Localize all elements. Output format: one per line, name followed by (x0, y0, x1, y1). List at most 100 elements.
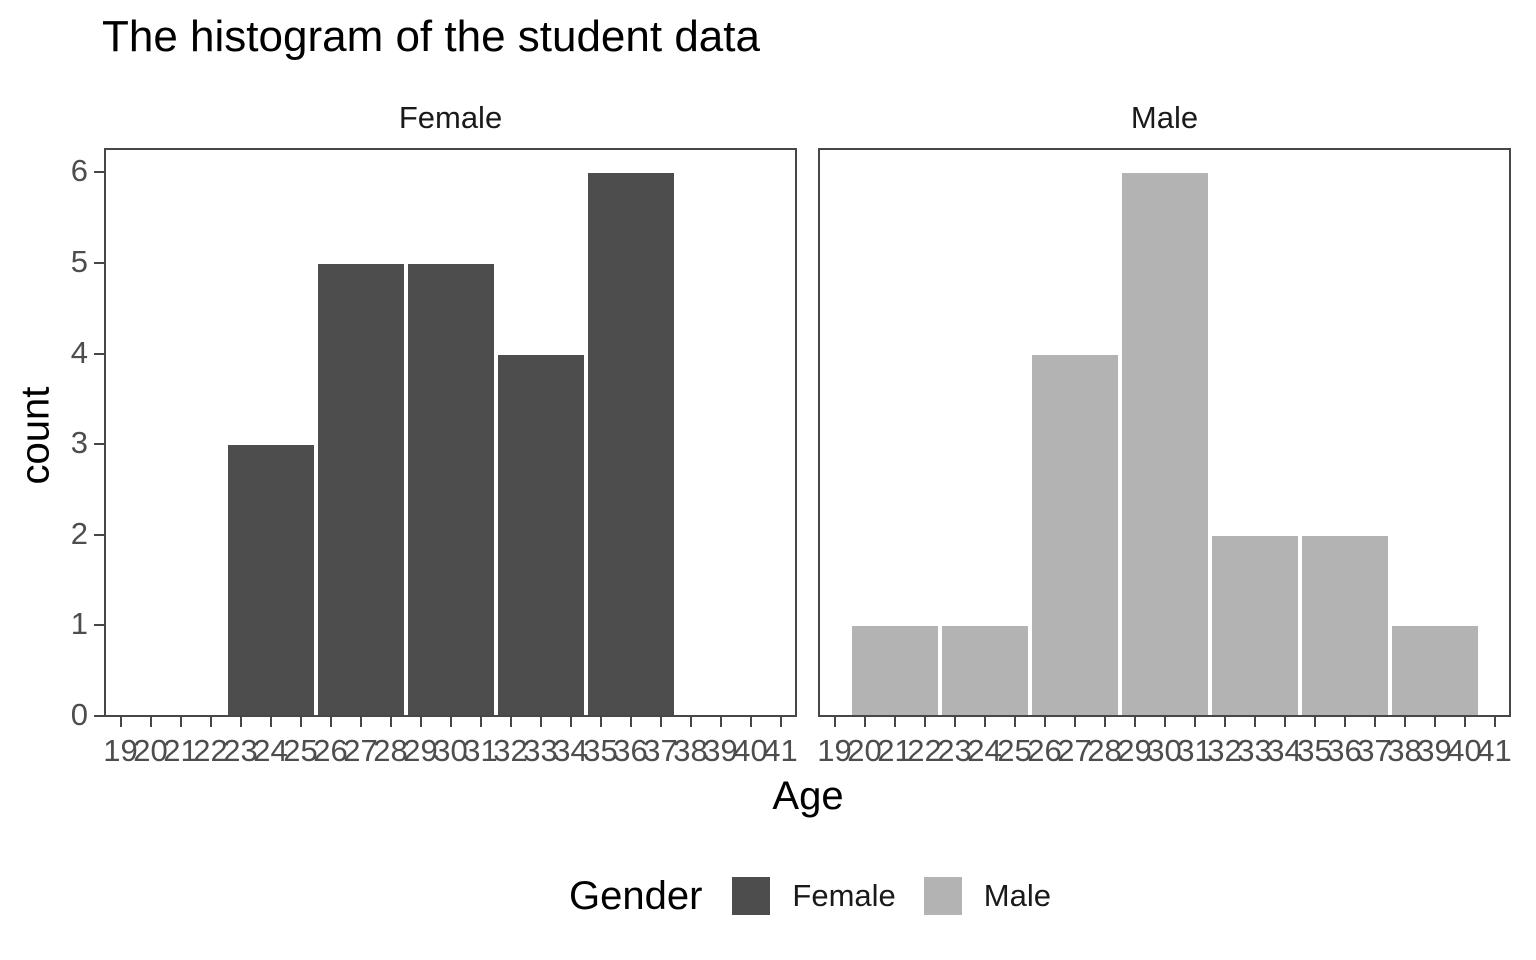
x-axis-tick (1103, 717, 1106, 727)
x-axis-tick (1313, 717, 1316, 727)
x-axis-tick (1013, 717, 1016, 727)
x-axis-tick (1193, 717, 1196, 727)
x-axis-tick (1493, 717, 1496, 727)
facet-strip-male: Male (1130, 100, 1199, 135)
x-tick-label: 37 (1357, 733, 1392, 768)
histogram-bar (849, 624, 940, 715)
y-tick-label: 4 (70, 334, 88, 370)
x-axis-title: Age (772, 774, 844, 818)
x-tick-label: 26 (313, 733, 348, 768)
x-tick-label: 34 (1267, 733, 1302, 768)
x-axis-tick (209, 717, 212, 727)
x-axis-tick (833, 717, 836, 727)
x-axis-tick (1223, 717, 1226, 727)
x-tick-label: 27 (343, 733, 378, 768)
y-tick-label: 2 (70, 515, 88, 551)
x-tick-label: 29 (403, 733, 438, 768)
x-tick-label: 22 (193, 733, 228, 768)
x-axis-tick (599, 717, 602, 727)
legend-label-female: Female (792, 878, 896, 913)
histogram-bar (1119, 171, 1210, 715)
y-tick-label: 1 (70, 606, 88, 642)
x-tick-label: 26 (1027, 733, 1062, 768)
x-tick-label: 32 (1207, 733, 1242, 768)
y-axis-tick (94, 171, 104, 174)
x-axis-tick (509, 717, 512, 727)
x-tick-label: 30 (433, 733, 468, 768)
x-axis-tick (953, 717, 956, 727)
x-axis-tick (749, 717, 752, 727)
histogram-bar (1299, 533, 1390, 715)
x-axis-tick (389, 717, 392, 727)
x-tick-label: 38 (1387, 733, 1422, 768)
x-axis-tick (449, 717, 452, 727)
x-tick-label: 40 (1447, 733, 1482, 768)
x-axis-tick (1343, 717, 1346, 727)
x-axis-tick (479, 717, 482, 727)
x-axis-tick (1283, 717, 1286, 727)
histogram-bar (315, 262, 406, 715)
x-axis-tick (1403, 717, 1406, 727)
x-axis-tick (779, 717, 782, 727)
x-tick-label: 39 (1417, 733, 1452, 768)
x-tick-label: 19 (817, 733, 852, 768)
x-axis-tick (299, 717, 302, 727)
x-tick-label: 24 (967, 733, 1002, 768)
x-tick-label: 19 (103, 733, 138, 768)
x-tick-label: 41 (763, 733, 798, 768)
x-tick-label: 37 (643, 733, 678, 768)
x-axis-tick (719, 717, 722, 727)
x-axis-tick (1073, 717, 1076, 727)
x-axis-tick (359, 717, 362, 727)
y-tick-label: 3 (70, 425, 88, 461)
x-axis-tick (659, 717, 662, 727)
x-tick-label: 40 (733, 733, 768, 768)
x-axis-tick (1163, 717, 1166, 727)
x-tick-label: 38 (673, 733, 708, 768)
x-tick-label: 21 (163, 733, 198, 768)
legend-swatch-female (732, 877, 771, 915)
y-axis-tick (94, 262, 104, 264)
x-tick-label: 28 (373, 733, 408, 768)
legend-swatch-male (923, 877, 962, 915)
histogram-bar (1029, 352, 1120, 715)
x-axis-tick (569, 717, 572, 727)
x-axis-tick (1043, 717, 1046, 727)
x-axis-tick (1433, 717, 1436, 727)
chart-title: The histogram of the student data (102, 12, 760, 61)
x-axis-tick (179, 717, 182, 727)
x-tick-label: 33 (1237, 733, 1272, 768)
y-axis-tick (94, 443, 104, 446)
y-axis-tick (94, 352, 104, 355)
x-axis-tick (1133, 717, 1136, 727)
histogram-bar (495, 352, 586, 715)
histogram-bar (585, 171, 676, 715)
y-tick-label: 5 (70, 244, 88, 279)
y-axis-tick (94, 624, 104, 627)
x-axis-tick (893, 717, 896, 727)
histogram-bar (225, 443, 316, 715)
y-axis-tick (94, 715, 104, 717)
x-tick-label: 28 (1087, 733, 1122, 768)
x-tick-label: 23 (937, 733, 972, 768)
x-tick-label: 23 (223, 733, 258, 768)
x-tick-label: 39 (703, 733, 738, 768)
legend-title: Gender (569, 873, 703, 918)
x-axis-tick (863, 717, 866, 727)
x-tick-label: 31 (1177, 733, 1212, 768)
histogram-bar (939, 624, 1030, 715)
x-tick-label: 21 (877, 733, 912, 768)
x-tick-label: 31 (463, 733, 498, 768)
x-tick-label: 35 (1297, 733, 1332, 768)
x-axis-tick (419, 717, 422, 727)
x-axis-tick (149, 717, 152, 727)
x-axis-tick (329, 717, 332, 727)
x-tick-label: 22 (907, 733, 942, 768)
x-tick-label: 30 (1147, 733, 1182, 768)
x-tick-label: 35 (583, 733, 618, 768)
y-tick-label: 6 (70, 153, 88, 189)
x-tick-label: 25 (997, 733, 1032, 768)
x-tick-label: 36 (1327, 733, 1362, 768)
histogram-bar (405, 262, 496, 715)
y-tick-label: 0 (70, 697, 88, 732)
